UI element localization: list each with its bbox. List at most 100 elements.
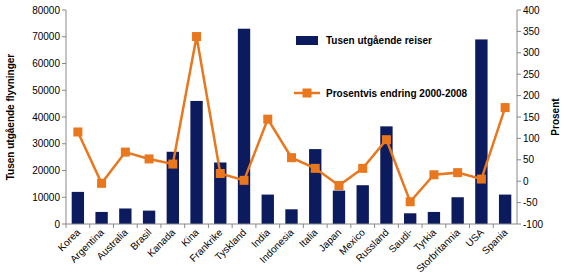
y-axis-title: Tusen utgående flyvninger	[5, 54, 16, 181]
x-tick-label: Tyskland	[213, 227, 249, 263]
y-tick-label: 30000	[32, 138, 60, 149]
legend-label: Tusen utgående reiser	[326, 35, 432, 46]
x-tick	[493, 224, 494, 228]
marker	[501, 103, 510, 112]
marker	[145, 154, 154, 163]
y-tick	[62, 63, 66, 64]
x-tick	[89, 224, 90, 228]
marker	[192, 32, 201, 41]
marker	[216, 169, 225, 178]
bar	[285, 209, 297, 224]
bar	[214, 162, 226, 224]
bar	[428, 212, 440, 224]
bar	[499, 195, 511, 224]
y2-tick	[517, 117, 521, 118]
y-tick	[62, 36, 66, 37]
bar	[72, 192, 84, 224]
x-tick	[66, 224, 67, 228]
x-tick	[184, 224, 185, 228]
x-tick	[422, 224, 423, 228]
marker	[382, 135, 391, 144]
y2-tick-label: 200	[523, 90, 540, 101]
marker	[287, 153, 296, 162]
x-tick	[350, 224, 351, 228]
y-tick	[62, 197, 66, 198]
legend: Tusen utgående reiser Prosentvis endring …	[294, 35, 468, 99]
marker	[121, 148, 130, 157]
y2-tick-label: -50	[523, 197, 538, 208]
y2-tick-label: 400	[523, 5, 540, 16]
y-tick-label: 60000	[32, 58, 60, 69]
y2-tick-label: -100	[523, 219, 543, 230]
bar	[475, 39, 487, 224]
y-tick-label: 10000	[32, 192, 60, 203]
bar	[404, 213, 416, 224]
bar	[95, 212, 107, 224]
marker	[477, 175, 486, 184]
y-tick	[62, 224, 66, 225]
x-tick-label: Russland	[354, 227, 391, 264]
y-tick	[62, 10, 66, 11]
marker	[334, 181, 343, 190]
bar	[143, 211, 155, 224]
x-tick	[255, 224, 256, 228]
y2-axis-title: Prosent	[550, 98, 561, 136]
x-tick	[232, 224, 233, 228]
bar	[380, 126, 392, 224]
x-tick	[113, 224, 114, 228]
bar	[309, 149, 321, 224]
line	[78, 37, 505, 202]
y2-tick-label: 50	[523, 154, 535, 165]
x-tick	[160, 224, 161, 228]
y-tick	[62, 90, 66, 91]
y2-tick-label: 300	[523, 47, 540, 58]
x-tick	[469, 224, 470, 228]
y-tick-label: 70000	[32, 31, 60, 42]
y2-tick	[517, 224, 521, 225]
marker	[168, 160, 177, 169]
marker	[311, 164, 320, 173]
marker	[453, 168, 462, 177]
x-tick	[327, 224, 328, 228]
y2-tick	[517, 31, 521, 32]
y-tick	[62, 170, 66, 171]
x-tick	[398, 224, 399, 228]
y-tick-label: 80000	[32, 5, 60, 16]
y-tick	[62, 117, 66, 118]
y2-tick-label: 0	[523, 176, 529, 187]
y2-tick-label: 150	[523, 112, 540, 123]
x-tick	[208, 224, 209, 228]
bar	[238, 29, 250, 224]
legend-label: Prosentvis endring 2000-2008	[326, 88, 468, 99]
x-tick-label: Australia	[94, 226, 130, 262]
y-tick	[62, 143, 66, 144]
marker	[73, 127, 82, 136]
marker	[240, 176, 249, 185]
y2-tick-label: 350	[523, 26, 540, 37]
y2-tick	[517, 181, 521, 182]
x-tick-label: Indonesia	[257, 226, 296, 265]
x-tick	[279, 224, 280, 228]
x-tick-label: Saudi-	[386, 227, 414, 255]
legend-marker	[303, 89, 312, 98]
x-tick-label: Storbritannia	[414, 226, 462, 274]
y2-tick	[517, 202, 521, 203]
y2-tick	[517, 52, 521, 53]
y2-tick-label: 250	[523, 69, 540, 80]
x-tick-label: Spania	[480, 226, 510, 256]
y-tick-label: 40000	[32, 112, 60, 123]
x-tick	[374, 224, 375, 228]
bar	[357, 185, 369, 224]
y2-tick	[517, 95, 521, 96]
plot-area	[72, 29, 512, 224]
chart: 0100002000030000400005000060000700008000…	[0, 0, 570, 279]
marker	[97, 179, 106, 188]
bar	[167, 152, 179, 224]
y2-tick-label: 100	[523, 133, 540, 144]
y2-tick	[517, 10, 521, 11]
marker	[406, 197, 415, 206]
x-tick-label: Kanada	[145, 226, 177, 258]
x-tick	[445, 224, 446, 228]
x-tick	[303, 224, 304, 228]
marker	[429, 170, 438, 179]
